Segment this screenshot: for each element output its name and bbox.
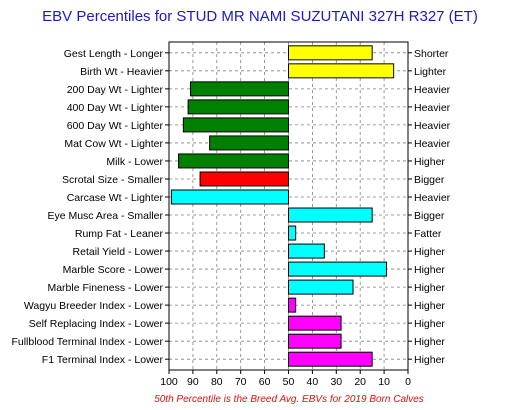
trait-label: Scrotal Size - Smaller	[62, 174, 163, 186]
chart-footnote: 50th Percentile is the Breed Avg. EBVs f…	[154, 394, 424, 405]
x-tick-label: 0	[405, 376, 411, 388]
trait-direction-label: Shorter	[414, 48, 449, 60]
trait-label: Gest Length - Longer	[64, 48, 164, 60]
x-tick-label: 80	[211, 376, 223, 388]
left-label-layer: Gest Length - Longer Birth Wt - Heavier 20…	[11, 48, 163, 366]
bar-200-day-wt-lighter	[190, 81, 289, 97]
bar-self-replacing-index-lower	[288, 315, 342, 331]
bar-mat-cow-wt-lighter	[209, 135, 290, 151]
x-tick-label: 40	[307, 376, 319, 388]
trait-label: 600 Day Wt - Lighter	[67, 120, 164, 132]
trait-label: Marble Score - Lower	[63, 264, 164, 276]
trait-direction-label: Higher	[414, 156, 445, 168]
trait-label: Marble Fineness - Lower	[47, 282, 163, 294]
bar-layer	[170, 45, 395, 367]
trait-label: Mat Cow Wt - Lighter	[64, 138, 163, 150]
trait-direction-label: Higher	[414, 282, 445, 294]
trait-direction-label: Bigger	[414, 210, 445, 222]
x-tick-label: 60	[259, 376, 271, 388]
trait-label: Eye Musc Area - Smaller	[47, 210, 163, 222]
trait-label: Milk - Lower	[106, 156, 163, 168]
bar-marble-score-lower	[288, 261, 387, 277]
bar-carcase-wt-lighter	[170, 189, 289, 205]
bar-retail-yield-lower	[288, 243, 325, 259]
bar-birth-wt-heavier	[288, 63, 395, 79]
trait-label: 400 Day Wt - Lighter	[67, 102, 164, 114]
bar-400-day-wt-lighter	[187, 99, 289, 115]
trait-label: Retail Yield - Lower	[73, 246, 164, 258]
trait-label: Fullblood Terminal Index - Lower	[11, 336, 163, 348]
trait-direction-label: Bigger	[414, 174, 445, 186]
trait-direction-label: Heavier	[414, 102, 451, 114]
x-tick-label: 10	[378, 376, 390, 388]
trait-direction-label: Higher	[414, 336, 445, 348]
x-tick-label: 90	[187, 376, 199, 388]
trait-label: Self Replacing Index - Lower	[29, 318, 164, 330]
trait-direction-label: Heavier	[414, 138, 451, 150]
trait-direction-label: Higher	[414, 246, 445, 258]
trait-direction-label: Fatter	[414, 228, 442, 240]
bar-gest-length-longer	[288, 45, 373, 61]
bar-eye-musc-area-smaller	[288, 207, 373, 223]
trait-label: Carcase Wt - Lighter	[67, 192, 164, 204]
trait-direction-label: Heavier	[414, 120, 451, 132]
trait-label: Rump Fat - Leaner	[75, 228, 164, 240]
trait-label: Birth Wt - Heavier	[80, 66, 163, 78]
trait-direction-label: Higher	[414, 300, 445, 312]
trait-direction-label: Heavier	[414, 84, 451, 96]
bar-rump-fat-leaner	[288, 225, 297, 241]
trait-label: 200 Day Wt - Lighter	[67, 84, 164, 96]
x-tick-label: 70	[235, 376, 247, 388]
bar-600-day-wt-lighter	[182, 117, 289, 133]
right-label-layer: Shorter Lighter Heavier Heavier Heavier Heavi…	[414, 48, 451, 366]
chart-title: EBV Percentiles for STUD MR NAMI SUZUTAN…	[42, 8, 478, 25]
trait-direction-label: Lighter	[414, 66, 447, 78]
bar-marble-fineness-lower	[288, 279, 354, 295]
trait-direction-label: Higher	[414, 354, 445, 366]
trait-direction-label: Higher	[414, 318, 445, 330]
x-tick-label: 50	[283, 376, 295, 388]
x-tick-label: 30	[330, 376, 342, 388]
x-axis-ticks: 100 90 80 70 60 50 40 30 20 10 0	[160, 52, 412, 388]
x-tick-label: 20	[354, 376, 366, 388]
trait-direction-label: Higher	[414, 264, 445, 276]
bar-milk-lower	[178, 153, 289, 169]
bar-scrotal-size-smaller	[199, 171, 290, 187]
bar-fullblood-terminal-index-lower	[288, 333, 342, 349]
trait-direction-label: Heavier	[414, 192, 451, 204]
bar-wagyu-breeder-index-lower	[288, 297, 297, 313]
trait-label: F1 Terminal Index - Lower	[42, 354, 164, 366]
bar-f1-terminal-index-lower	[288, 351, 373, 367]
trait-label: Wagyu Breeder Index - Lower	[24, 300, 164, 312]
x-tick-label: 100	[160, 376, 178, 388]
